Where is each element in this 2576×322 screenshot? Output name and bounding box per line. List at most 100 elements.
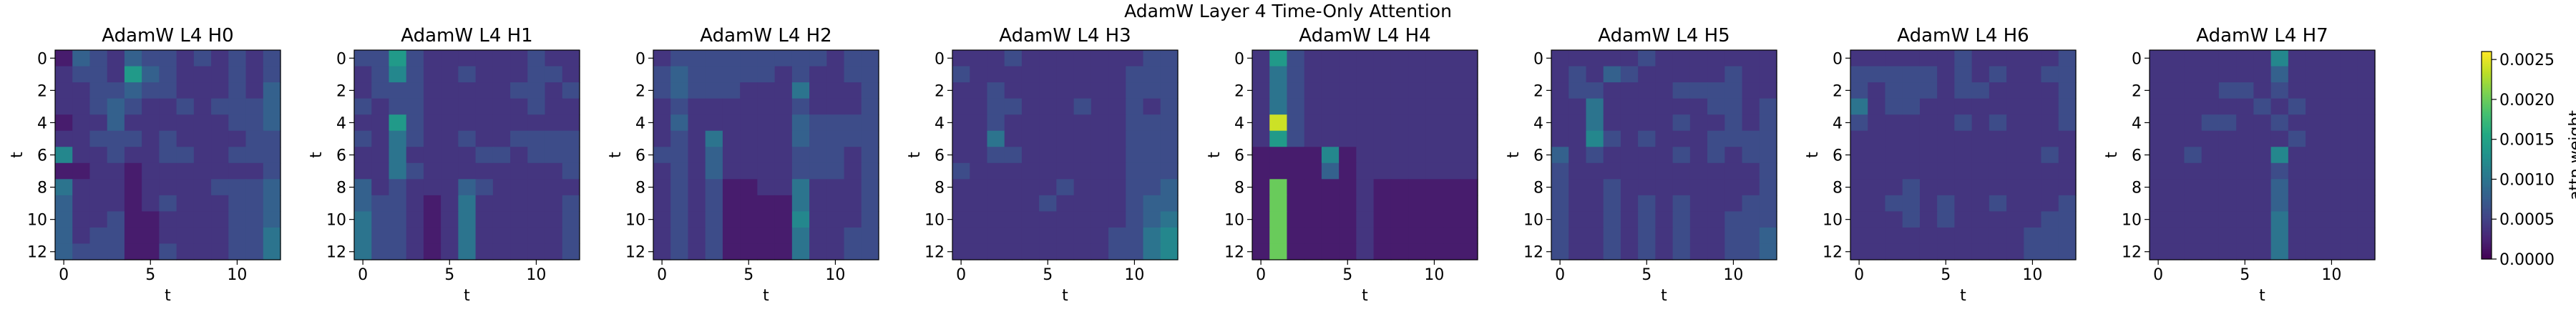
heatmap-cell	[1638, 162, 1656, 180]
heatmap-cell	[1638, 147, 1656, 164]
heatmap-cell	[1586, 227, 1604, 245]
heatmap-cell	[1603, 243, 1621, 260]
heatmap-cell	[1143, 130, 1161, 147]
heatmap-cell	[1672, 195, 1691, 212]
heatmap-cell	[263, 50, 281, 67]
heatmap-cell	[952, 114, 970, 132]
heatmap-cell	[124, 179, 142, 196]
colorbar-tick-label: 0.0005	[2499, 211, 2555, 229]
colorbar-segment	[2482, 233, 2492, 235]
heatmap-cell	[1850, 50, 1868, 67]
y-tick-label: 6	[1234, 147, 1244, 165]
heatmap-cell	[458, 50, 477, 67]
colorbar-segment	[2482, 81, 2492, 84]
colorbar-segment	[2482, 99, 2492, 102]
heatmap-cell	[1885, 179, 1903, 196]
heatmap-cell	[55, 227, 73, 245]
heatmap-cell	[193, 243, 212, 260]
heatmap-cell	[2041, 227, 2059, 245]
heatmap-cell	[1551, 195, 1569, 212]
heatmap-cell	[142, 179, 160, 196]
heatmap-cell	[423, 66, 441, 83]
colorbar-segment	[2482, 164, 2492, 167]
heatmap-cell	[1759, 98, 1777, 115]
heatmap-cell	[72, 211, 91, 228]
heatmap-cell	[55, 98, 73, 115]
heatmap-cell	[159, 147, 177, 164]
heatmap-cell	[1885, 243, 1903, 260]
heatmap-cell	[844, 66, 862, 83]
x-tick-label: 5	[1641, 266, 1652, 284]
heatmap-cell	[1304, 243, 1322, 260]
heatmap-cell	[2024, 243, 2042, 260]
heatmap-cell	[1724, 227, 1743, 245]
heatmap-cell	[562, 147, 580, 164]
y-tick-label: 0	[635, 50, 645, 68]
heatmap-cell	[228, 243, 247, 260]
heatmap-cell	[1056, 98, 1075, 115]
heatmap-cell	[406, 227, 424, 245]
heatmap-cell	[423, 114, 441, 132]
heatmap-cell	[1937, 50, 1955, 67]
heatmap-cell	[2024, 162, 2042, 180]
heatmap-cell	[2218, 227, 2237, 245]
heatmap-cell	[371, 162, 390, 180]
y-tick-label: 12	[625, 244, 645, 262]
heatmap-cell	[1902, 211, 1921, 228]
heatmap-cell	[89, 211, 108, 228]
heatmap-cell	[1021, 50, 1040, 67]
y-tick-label: 4	[37, 114, 47, 132]
heatmap-cell	[757, 227, 776, 245]
heatmap-cell	[757, 162, 776, 180]
heatmap-cell	[1056, 227, 1075, 245]
heatmap-cell	[1638, 227, 1656, 245]
y-tick-label: 0	[1234, 50, 1244, 68]
heatmap-cell	[688, 98, 706, 115]
heatmap-cell	[1287, 211, 1305, 228]
heatmap-cell	[211, 243, 229, 260]
heatmap-cell	[1004, 66, 1023, 83]
heatmap-cell	[562, 195, 580, 212]
heatmap-cell	[72, 243, 91, 260]
heatmap-cell	[1971, 66, 1990, 83]
heatmap-cell	[2253, 66, 2272, 83]
heatmap-cell	[1551, 66, 1569, 83]
heatmap-cell	[72, 98, 91, 115]
heatmap-cell	[1672, 243, 1691, 260]
heatmap-cell	[2041, 243, 2059, 260]
heatmap-cell	[1339, 114, 1357, 132]
heatmap-cell	[475, 162, 494, 180]
heatmap-cell	[2150, 114, 2167, 132]
heatmap-cell	[159, 243, 177, 260]
heatmap-cell	[1252, 227, 1270, 245]
heatmap-cell	[705, 227, 723, 245]
heatmap-cell	[1672, 162, 1691, 180]
heatmap-cell	[1689, 147, 1708, 164]
heatmap-cell	[1108, 114, 1126, 132]
heatmap-cell	[1919, 98, 1938, 115]
heatmap-cell	[1759, 162, 1777, 180]
heatmap-cell	[441, 130, 459, 147]
heatmap-cell	[861, 162, 879, 180]
heatmap-cell	[1004, 162, 1023, 180]
heatmap-cell	[2167, 211, 2185, 228]
heatmap-cell	[1919, 82, 1938, 99]
colorbar-segment	[2482, 218, 2492, 220]
heatmap-cell	[1287, 66, 1305, 83]
heatmap-cell	[263, 66, 281, 83]
heatmap-cell	[2253, 227, 2272, 245]
heatmap-cell	[72, 50, 91, 67]
heatmap-cell	[354, 66, 372, 83]
heatmap-cell	[952, 82, 970, 99]
heatmap-cell	[2270, 195, 2289, 212]
heatmap-cell	[1425, 50, 1444, 67]
heatmap-cell	[688, 195, 706, 212]
heatmap-cell	[228, 195, 247, 212]
heatmap-cell	[1321, 243, 1340, 260]
colorbar-segment	[2482, 193, 2492, 196]
heatmap-cell	[2218, 66, 2237, 83]
heatmap-cell	[245, 211, 264, 228]
y-tick-label: 2	[2132, 82, 2142, 100]
heatmap-cell	[826, 243, 845, 260]
colorbar-segment	[2482, 236, 2492, 239]
